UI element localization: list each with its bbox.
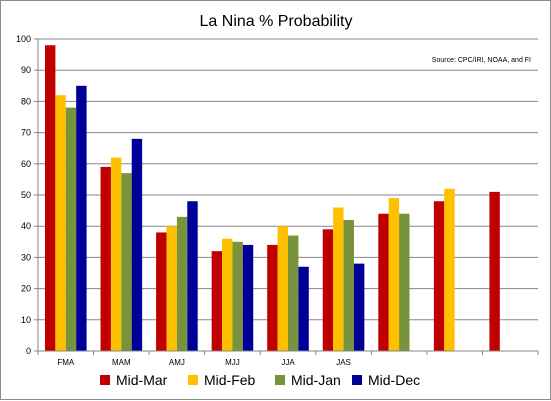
x-tick-label: MAM: [112, 358, 131, 367]
y-tick-label: 70: [21, 128, 31, 138]
y-tick-label: 80: [21, 96, 31, 106]
bar-mid-feb-MJJ: [222, 238, 233, 351]
bar-mid-dec-JJA: [298, 266, 309, 351]
bar-mid-mar-6: [378, 213, 389, 351]
chart-title: La Nina % Probability: [200, 13, 353, 30]
bar-mid-feb-AMJ: [166, 226, 177, 351]
bar-mid-feb-JAS: [333, 207, 344, 351]
bar-mid-mar-MJJ: [211, 251, 223, 351]
bar-mid-feb-6: [388, 198, 400, 351]
legend-label-mid-mar: Mid-Mar: [116, 372, 168, 388]
bar-mid-mar-MAM: [100, 166, 111, 351]
bars: [44, 45, 500, 352]
bar-mid-mar-8: [489, 191, 500, 351]
x-tick-label: MJJ: [225, 358, 240, 367]
bar-mid-mar-FMA: [44, 45, 56, 352]
y-tick-label: 90: [21, 65, 31, 75]
legend: Mid-Mar Mid-Feb Mid-Jan Mid-Dec: [100, 372, 420, 388]
bar-mid-dec-JAS: [353, 263, 365, 351]
bar-mid-jan-JJA: [288, 235, 299, 351]
bar-mid-jan-MJJ: [232, 241, 243, 351]
bar-mid-dec-MJJ: [242, 244, 254, 351]
y-tick-labels: 0 10 20 30 40 50 60 70 80 90 100: [16, 34, 31, 356]
y-tick-label: 40: [21, 221, 31, 231]
bar-mid-jan-MAM: [121, 173, 132, 351]
y-tick-label: 20: [21, 284, 31, 294]
legend-label-mid-dec: Mid-Dec: [368, 372, 420, 388]
y-tick-label: 10: [21, 315, 31, 325]
bar-mid-feb-MAM: [110, 157, 122, 351]
bar-mid-dec-AMJ: [187, 201, 198, 351]
legend-label-mid-feb: Mid-Feb: [204, 372, 256, 388]
x-tick-label: AMJ: [169, 358, 185, 367]
bar-mid-mar-7: [433, 201, 445, 351]
bar-mid-mar-JAS: [322, 229, 334, 351]
legend-swatch-mid-jan: [275, 375, 285, 385]
bar-mid-jan-JAS: [343, 219, 354, 351]
bar-mid-feb-FMA: [55, 95, 66, 351]
y-tick-label: 60: [21, 159, 31, 169]
y-tick-label: 50: [21, 190, 31, 200]
x-tick-label: JJA: [281, 358, 295, 367]
bar-mid-jan-FMA: [65, 107, 77, 351]
legend-swatch-mid-mar: [100, 375, 110, 385]
x-tick-label: FMA: [57, 358, 75, 367]
axes: [37, 39, 538, 352]
bar-mid-mar-AMJ: [156, 232, 167, 351]
legend-swatch-mid-dec: [352, 375, 362, 385]
y-tick-label: 0: [26, 346, 31, 356]
bar-mid-dec-MAM: [131, 138, 143, 351]
x-tick-label: JAS: [336, 358, 351, 367]
legend-label-mid-jan: Mid-Jan: [291, 372, 341, 388]
bar-mid-jan-AMJ: [176, 216, 188, 351]
bar-mid-dec-FMA: [76, 85, 87, 352]
bar-mid-mar-JJA: [267, 244, 278, 351]
y-tick-label: 100: [16, 34, 31, 44]
bar-mid-feb-JJA: [277, 226, 288, 351]
bar-mid-feb-7: [444, 188, 455, 351]
source-annotation: Source: CPC/IRI, NOAA, and FI: [432, 57, 531, 64]
legend-swatch-mid-feb: [188, 375, 198, 385]
y-tick-label: 30: [21, 252, 31, 262]
x-tick-labels: FMA MAM AMJ MJJ JJA JAS: [57, 358, 351, 367]
bar-mid-jan-6: [399, 213, 410, 351]
